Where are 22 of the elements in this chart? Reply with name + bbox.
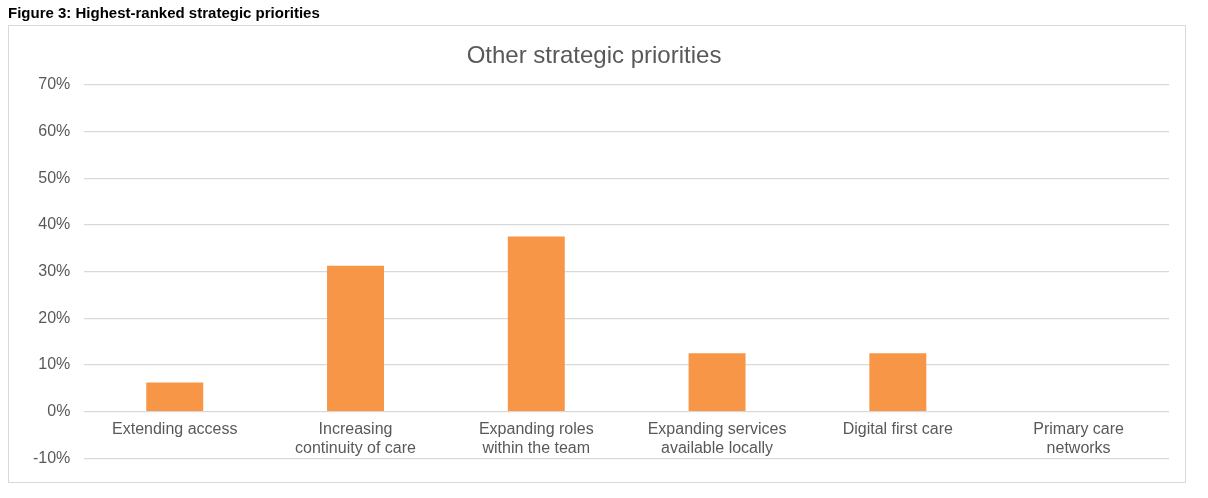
y-tick-label: 10% bbox=[38, 355, 71, 373]
y-tick-label: -10% bbox=[32, 448, 71, 466]
bar bbox=[688, 353, 746, 412]
y-tick-label: 40% bbox=[38, 215, 71, 233]
x-tick-label: Extending access bbox=[112, 419, 238, 437]
caption: Figure 3: Highest-ranked strategic priorities bbox=[8, 4, 321, 21]
y-tick-label: 20% bbox=[38, 308, 71, 326]
y-tick-label: 30% bbox=[38, 262, 71, 280]
y-tick-label: 50% bbox=[38, 168, 71, 186]
x-tick-label: Increasing continuity of care bbox=[295, 419, 417, 456]
bar bbox=[507, 236, 565, 412]
x-tick-label: Digital first care bbox=[842, 419, 954, 437]
bar bbox=[146, 382, 204, 412]
bar bbox=[869, 353, 927, 412]
bar bbox=[327, 265, 384, 412]
chart-title: Other strategic priorities bbox=[466, 41, 722, 69]
y-tick-label: 60% bbox=[38, 121, 71, 139]
y-tick-label: 0% bbox=[47, 402, 71, 420]
y-tick-label: 70% bbox=[38, 75, 71, 93]
x-tick-label: Expanding services available locally bbox=[647, 419, 787, 456]
x-tick-label: Primary care networks bbox=[1033, 419, 1125, 456]
x-tick-label: Expanding roles within the team bbox=[478, 419, 594, 456]
